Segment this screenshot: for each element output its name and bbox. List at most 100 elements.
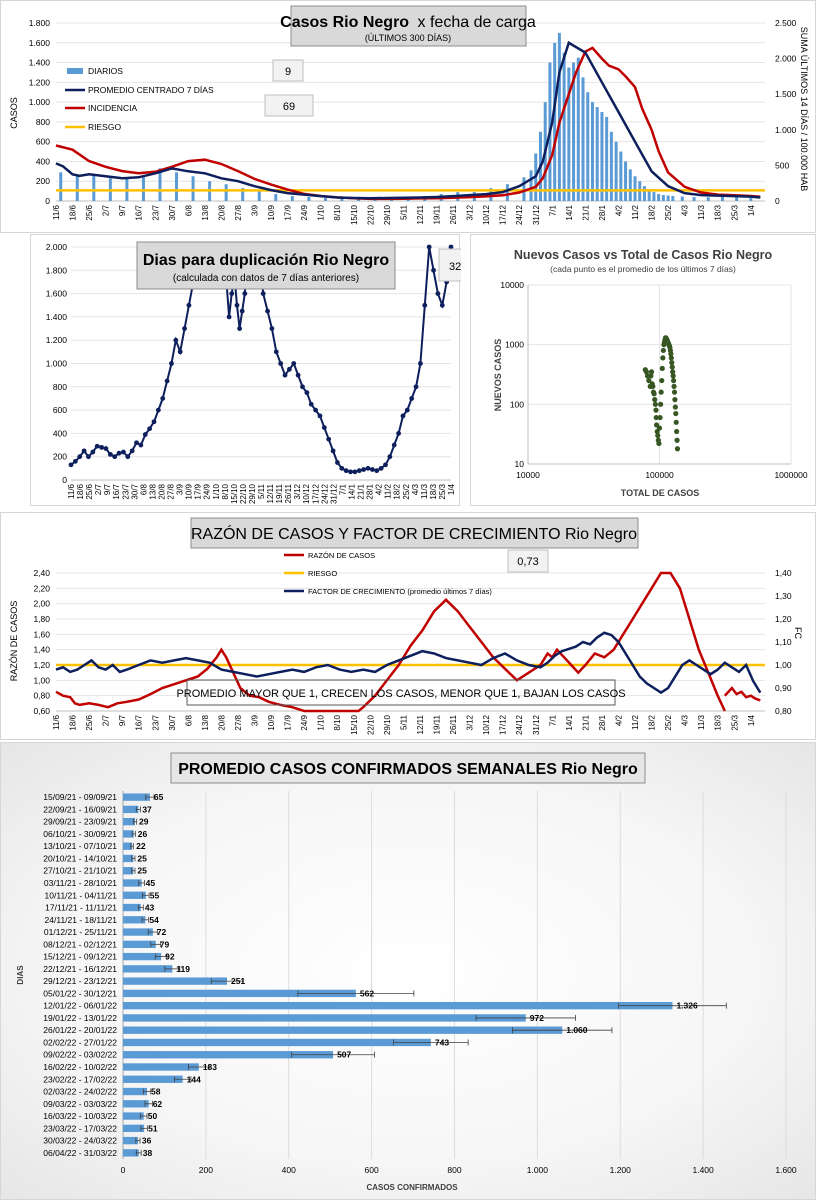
- category-label: 16/02/22 - 10/02/22: [43, 1062, 117, 1072]
- doubling-point: [448, 244, 454, 250]
- bar-value-label: 37: [142, 804, 152, 814]
- x-tick-label: 1000000: [774, 470, 807, 480]
- doubling-point: [160, 396, 166, 401]
- doubling-point: [229, 291, 235, 296]
- scatter-point: [656, 425, 663, 431]
- weekly-bar: [123, 805, 139, 814]
- weekly-bar: [123, 1026, 563, 1034]
- x-tick-label: 15/10: [350, 204, 359, 225]
- weekly-bar: [123, 965, 173, 973]
- chart1-title-rest: x fecha de carga: [418, 14, 536, 31]
- weekly-bar: [123, 830, 134, 838]
- chart3-y-ticks: 10 100 1000 10000: [500, 280, 524, 469]
- x-tick-label: 10/9: [185, 483, 194, 499]
- legend-fc: FACTOR DE CRECIMIENTO (promedio últimos …: [308, 587, 492, 596]
- chart4-ylabel-right: FC: [793, 627, 803, 639]
- category-label: 26/01/22 - 20/01/22: [43, 1025, 117, 1035]
- x-tick-label: 18/2: [648, 714, 657, 730]
- doubling-point: [186, 302, 192, 308]
- x-tick-label: 10/12: [482, 204, 491, 225]
- x-tick-label: 11/2: [631, 714, 640, 730]
- x-tick-label: 9/7: [118, 204, 127, 216]
- x-tick-label: 11/3: [697, 714, 706, 730]
- bar-value-label: 36: [142, 1136, 152, 1146]
- x-tick-label: 30/7: [168, 204, 177, 220]
- doubling-point: [278, 361, 284, 366]
- x-tick-label: 8/10: [333, 204, 342, 220]
- x-tick-label: 4/3: [681, 714, 690, 726]
- x-tick-label: 18/3: [714, 714, 723, 730]
- scatter-point: [670, 369, 676, 375]
- x-tick-label: 28/1: [366, 483, 375, 499]
- category-label: 23/03/22 - 17/03/22: [43, 1123, 117, 1133]
- category-label: 19/01/22 - 13/01/22: [43, 1013, 117, 1023]
- category-label: 16/03/22 - 10/03/22: [43, 1111, 117, 1121]
- bar-value-label: 54: [149, 915, 159, 925]
- diarios-bar: [274, 194, 278, 201]
- x-tick-label: 12/11: [266, 483, 275, 503]
- y-right-tick-label: 1,10: [775, 637, 792, 647]
- chart5-xlabel: CASOS CONFIRMADOS: [366, 1183, 458, 1192]
- doubling-point: [116, 450, 122, 456]
- x-tick-label: 26/11: [449, 204, 458, 224]
- legend-razon: RAZÓN DE CASOS: [308, 551, 375, 560]
- y-right-tick-label: 500: [775, 160, 789, 170]
- diarios-bar: [614, 141, 618, 201]
- razon-line-segment: [723, 686, 761, 702]
- x-tick-label: 23/7: [151, 204, 160, 220]
- category-label: 13/10/21 - 07/10/21: [43, 841, 117, 851]
- y-tick-label: 1.000: [29, 97, 51, 107]
- y-tick-label: 2,40: [33, 568, 50, 578]
- x-tick-label: 7/1: [548, 204, 557, 216]
- scatter-point: [668, 355, 674, 361]
- x-tick-label: 10/9: [267, 714, 276, 730]
- legend-swatch-diarios: [67, 68, 83, 74]
- chart1-value-box-1: [272, 59, 304, 82]
- x-tick-label: 10/12: [482, 714, 491, 735]
- doubling-point: [121, 449, 126, 455]
- category-label: 23/02/22 - 17/02/22: [43, 1074, 117, 1084]
- chart4-y-ticks: 0,60 0,80 1,00 1,20 1,40 1,60 1,80 2,00 2,20 2,40: [33, 568, 50, 716]
- x-tick-label: 20/8: [217, 714, 226, 730]
- doubling-point: [81, 448, 87, 454]
- x-tick-label: 11/6: [52, 714, 61, 730]
- x-tick-label: 3/12: [466, 714, 475, 730]
- chart2-line: [68, 244, 454, 475]
- doubling-point: [330, 448, 336, 454]
- y-right-tick-label: 0,90: [775, 683, 792, 693]
- doubling-point: [129, 448, 135, 454]
- chart1-subtitle: (ÚLTIMOS 300 DÍAS): [365, 33, 451, 43]
- diarios-bar: [609, 131, 613, 201]
- diarios-bar: [735, 197, 739, 201]
- x-tick-label: 3/9: [251, 204, 260, 216]
- chart1-gridlines: [56, 22, 765, 202]
- x-tick-label: 17/12: [499, 204, 508, 225]
- category-label: 30/03/22 - 24/03/22: [43, 1136, 117, 1146]
- y-tick-label: 200: [36, 176, 50, 186]
- doubling-point: [173, 337, 179, 343]
- weekly-bar: [123, 817, 136, 826]
- x-tick-label: 1/4: [747, 714, 756, 726]
- diarios-bar: [619, 151, 623, 201]
- x-tick-label: 22/10: [239, 483, 248, 504]
- diarios-bar: [92, 174, 96, 201]
- diarios-bar: [680, 196, 684, 201]
- scatter-point: [671, 383, 677, 389]
- scatter-point: [653, 407, 659, 413]
- bar-value-label: 65: [154, 792, 164, 802]
- diarios-bar: [692, 197, 696, 201]
- x-tick-label: 4/3: [681, 204, 690, 216]
- bar-value-label: 972: [530, 1013, 544, 1023]
- weekly-bar: [123, 891, 146, 899]
- x-tick-label: 1/10: [317, 714, 326, 730]
- y-tick-label: 1.000: [46, 359, 68, 369]
- diarios-bar: [567, 67, 571, 201]
- x-tick-label: 17/12: [499, 714, 508, 735]
- chart1-y-right-ticks: 0 500 1.000 1.500 2.000 2.500: [775, 18, 797, 206]
- weekly-bar: [123, 842, 133, 850]
- doubling-point: [99, 444, 104, 450]
- x-tick-label: 4/2: [375, 483, 384, 495]
- weekly-bar: [123, 867, 134, 875]
- legend-diarios: DIARIOS: [88, 66, 123, 76]
- doubling-point: [369, 467, 375, 472]
